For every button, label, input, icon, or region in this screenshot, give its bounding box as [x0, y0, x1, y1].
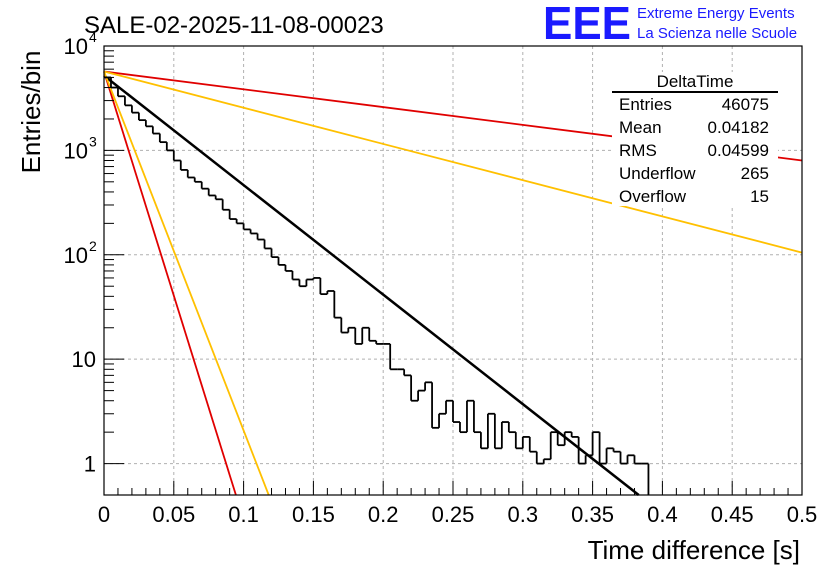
stats-box: DeltaTime Entries 46075 Mean 0.04182 RMS 0.04…: [612, 72, 778, 206]
y-tick-exponent: 3: [89, 133, 97, 149]
x-tick-labels: 0 0.05 0.1 0.15 0.2 0.25 0.3 0.35 0.4 0.45 0.5: [98, 502, 817, 527]
logo-line-2: La Scienza nelle Scuole: [637, 25, 797, 42]
x-tick-label: 0.05: [152, 502, 195, 527]
x-tick-label: 0.15: [292, 502, 335, 527]
logo-line-1: Extreme Energy Events: [637, 5, 795, 22]
y-tick-exponent: 4: [89, 29, 97, 45]
stats-row-label: RMS: [619, 141, 657, 160]
eee-logo: EEE Extreme Energy Events La Scienza nel…: [543, 0, 797, 49]
x-tick-label: 0.4: [647, 502, 678, 527]
y-tick-exponent: 2: [89, 238, 97, 254]
series-line-fit: [103, 74, 640, 496]
stats-row-value: 0.04182: [708, 118, 769, 137]
series-line-steep-red: [103, 71, 237, 496]
stats-row-label: Entries: [619, 95, 672, 114]
y-tick-label: 10: [64, 34, 88, 59]
stats-row-label: Mean: [619, 118, 662, 137]
x-tick-label: 0.25: [432, 502, 475, 527]
y-tick-label: 1: [84, 452, 96, 477]
stats-box-background: [612, 72, 778, 206]
stats-row-value: 0.04599: [708, 141, 769, 160]
series-line-steep-orange: [103, 71, 270, 496]
x-tick-label: 0.3: [508, 502, 539, 527]
stats-row-label: Overflow: [619, 187, 687, 206]
y-tick-label: 10: [72, 347, 96, 372]
chart-title: SALE-02-2025-11-08-00023: [84, 12, 384, 39]
y-axis-label: Entries/bin: [16, 51, 46, 174]
x-axis-label: Time difference [s]: [588, 535, 800, 565]
stats-row-value: 265: [741, 164, 769, 183]
x-tick-label: 0: [98, 502, 110, 527]
x-tick-label: 0.35: [571, 502, 614, 527]
series-line-upper-orange: [103, 70, 803, 254]
stats-row-label: Underflow: [619, 164, 696, 183]
histogram-group: [104, 76, 650, 495]
logo-mark: EEE: [543, 0, 631, 49]
x-tick-label: 0.2: [368, 502, 399, 527]
x-tick-label: 0.1: [228, 502, 259, 527]
x-tick-label: 0.45: [711, 502, 754, 527]
axis-ticks: [103, 45, 803, 496]
y-tick-label: 10: [64, 243, 88, 268]
y-tick-label: 10: [64, 138, 88, 163]
stats-row-value: 46075: [722, 95, 769, 114]
stats-row-value: 15: [750, 187, 769, 206]
x-tick-label: 0.5: [787, 502, 818, 527]
stats-box-title: DeltaTime: [657, 72, 734, 91]
